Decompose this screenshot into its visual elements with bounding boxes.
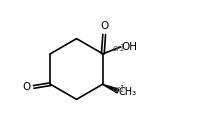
Text: CH₃: CH₃ xyxy=(119,87,137,97)
Polygon shape xyxy=(103,84,119,93)
Text: O: O xyxy=(100,22,108,31)
Text: OH: OH xyxy=(121,42,137,52)
Text: or1: or1 xyxy=(112,84,125,94)
Text: O: O xyxy=(22,82,31,92)
Text: or1: or1 xyxy=(112,44,125,54)
